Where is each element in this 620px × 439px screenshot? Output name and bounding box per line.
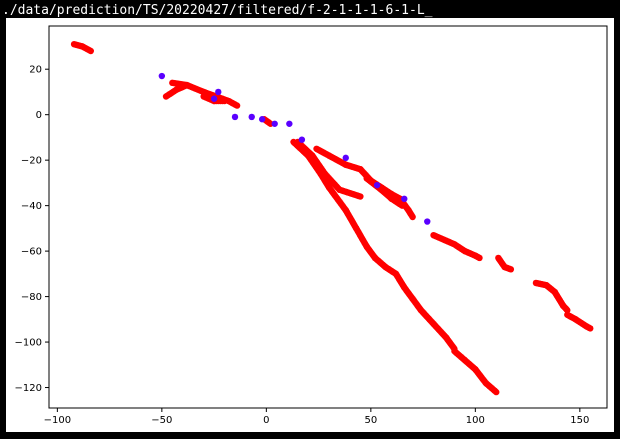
red-point-group [564, 311, 594, 332]
x-tick-label: 0 [263, 415, 269, 426]
blue-point [210, 95, 218, 102]
figure-canvas: −100 −50 0 50 100 150 20 0 −20 −40 −60 −80 −100 −120 [6, 18, 614, 432]
axes-frame [48, 25, 608, 409]
marks-layer [70, 40, 594, 396]
x-axis: −100 −50 0 50 100 150 [44, 408, 589, 426]
blue-point [258, 116, 266, 123]
blue-point [342, 154, 349, 162]
blue-point [158, 72, 166, 80]
x-tick-label: 50 [364, 415, 377, 426]
y-tick-label: 20 [29, 65, 42, 76]
red-point [476, 254, 483, 262]
red-point-group [70, 40, 95, 55]
blue-point [298, 136, 306, 143]
red-point-group [451, 347, 500, 396]
scatter-chart: −100 −50 0 50 100 150 200−20−40−60−80−100−120 [15, 25, 608, 426]
title-bar: ./data/prediction/TS/20220427/filtered/f… [0, 0, 620, 20]
red-point-group [495, 254, 515, 273]
red-point [493, 388, 500, 396]
y-tick-label: −100 [15, 338, 42, 349]
red-point [409, 213, 416, 221]
blue-point [231, 113, 239, 121]
x-tick-label: −50 [151, 415, 172, 426]
red-point-group [294, 138, 364, 200]
red-point-group [363, 175, 406, 209]
red-point [398, 202, 406, 209]
y-tick-label: −40 [21, 201, 42, 212]
red-point [357, 193, 364, 200]
red-point-group [430, 231, 483, 262]
blue-point [286, 120, 293, 127]
red-point-group [162, 81, 191, 100]
red-point [507, 266, 515, 273]
red-point [221, 97, 228, 105]
red-point [233, 102, 241, 109]
x-tick-label: −100 [44, 415, 71, 426]
red-point [587, 325, 594, 332]
y-tick-label: −60 [21, 247, 42, 258]
y-tick-label: −120 [15, 383, 42, 394]
red-point [183, 81, 191, 89]
blue-point [424, 218, 431, 225]
blue-point [215, 88, 222, 96]
red-point [564, 307, 571, 314]
blue-point [271, 120, 278, 127]
x-tick-label: 150 [570, 415, 589, 426]
red-point-group [290, 138, 458, 353]
y-tick-label: −20 [21, 156, 42, 167]
window-title: ./data/prediction/TS/20220427/filtered/f… [2, 3, 433, 18]
y-tick-label: 0 [36, 110, 42, 121]
red-point-group [532, 279, 571, 314]
blue-point [373, 181, 381, 189]
red-point [87, 47, 95, 55]
x-tick-label: 100 [466, 415, 485, 426]
y-axis: 20 0 −20 −40 −60 −80 −100 −120 [15, 65, 49, 394]
blue-point [401, 195, 408, 203]
blue-point [248, 113, 255, 121]
y-tick-label: −80 [21, 292, 42, 303]
blue-point-group [158, 72, 431, 225]
